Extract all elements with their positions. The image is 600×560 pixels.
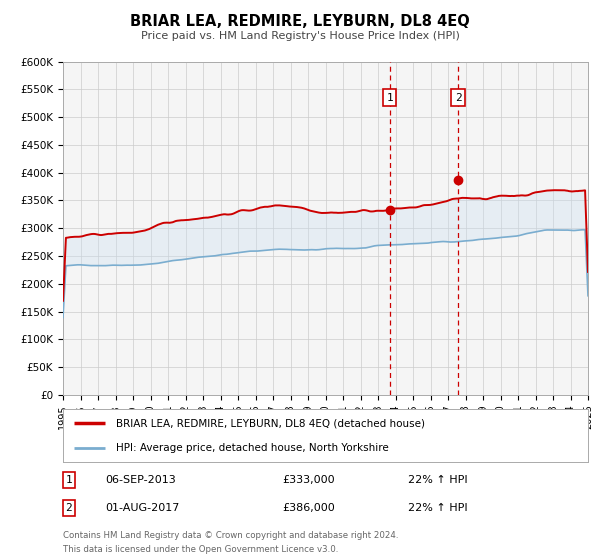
Text: Price paid vs. HM Land Registry's House Price Index (HPI): Price paid vs. HM Land Registry's House …: [140, 31, 460, 41]
Text: 01-AUG-2017: 01-AUG-2017: [105, 503, 179, 513]
Text: 1: 1: [65, 475, 73, 485]
Text: 22% ↑ HPI: 22% ↑ HPI: [408, 475, 467, 485]
Text: HPI: Average price, detached house, North Yorkshire: HPI: Average price, detached house, Nort…: [115, 442, 388, 452]
Text: This data is licensed under the Open Government Licence v3.0.: This data is licensed under the Open Gov…: [63, 545, 338, 554]
Text: £386,000: £386,000: [282, 503, 335, 513]
Text: BRIAR LEA, REDMIRE, LEYBURN, DL8 4EQ: BRIAR LEA, REDMIRE, LEYBURN, DL8 4EQ: [130, 14, 470, 29]
Text: Contains HM Land Registry data © Crown copyright and database right 2024.: Contains HM Land Registry data © Crown c…: [63, 531, 398, 540]
Text: 2: 2: [65, 503, 73, 513]
Text: 06-SEP-2013: 06-SEP-2013: [105, 475, 176, 485]
Text: BRIAR LEA, REDMIRE, LEYBURN, DL8 4EQ (detached house): BRIAR LEA, REDMIRE, LEYBURN, DL8 4EQ (de…: [115, 418, 425, 428]
Text: 2: 2: [455, 93, 461, 102]
Text: £333,000: £333,000: [282, 475, 335, 485]
Text: 1: 1: [386, 93, 393, 102]
Text: 22% ↑ HPI: 22% ↑ HPI: [408, 503, 467, 513]
